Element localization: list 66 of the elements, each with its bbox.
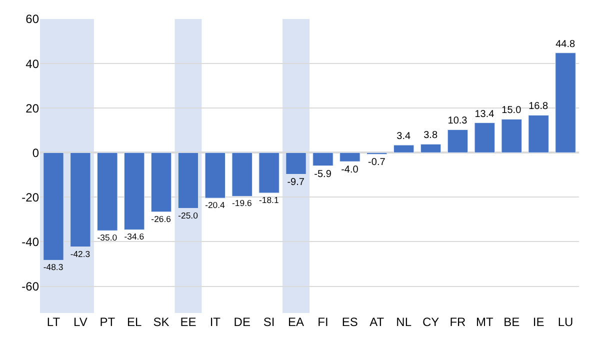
data-label: 44.8 — [556, 38, 576, 50]
x-tick-label: CY — [422, 315, 440, 329]
bar — [150, 152, 172, 212]
y-tick-label: -60 — [22, 279, 40, 294]
bar — [340, 152, 360, 162]
x-tick-label: IE — [532, 315, 544, 329]
data-label: -9.7 — [287, 177, 305, 188]
data-label: -0.7 — [368, 157, 386, 168]
x-tick-label: BE — [504, 315, 520, 329]
bar — [528, 114, 549, 153]
bar — [178, 152, 199, 209]
bar — [70, 152, 91, 248]
x-tick-label: EA — [288, 315, 304, 329]
data-label: 13.4 — [474, 108, 495, 120]
y-tick-label: 40 — [26, 56, 40, 71]
y-tick-label: -20 — [22, 190, 40, 204]
data-label: -48.3 — [43, 262, 64, 272]
x-tick-label: IT — [210, 315, 222, 329]
bar — [312, 152, 334, 166]
bar — [97, 152, 118, 231]
data-label: -34.6 — [124, 232, 144, 242]
bar — [393, 144, 414, 153]
bar — [286, 152, 306, 174]
data-label: -35.0 — [97, 232, 118, 243]
x-tick-label: SI — [263, 315, 275, 329]
data-label: -19.6 — [232, 198, 252, 208]
bar — [43, 152, 64, 260]
bar — [555, 52, 576, 153]
data-label: -18.1 — [258, 194, 279, 205]
x-tick-label: LT — [46, 315, 61, 329]
data-label: 3.4 — [396, 131, 411, 142]
data-label: 16.8 — [528, 101, 549, 112]
x-tick-label: AT — [370, 315, 385, 329]
x-tick-label: SK — [153, 315, 170, 329]
data-label: -26.6 — [151, 214, 172, 224]
data-label: -4.0 — [341, 164, 359, 176]
x-tick-label: MT — [476, 315, 494, 329]
bar — [258, 152, 280, 194]
data-label: 10.3 — [448, 116, 468, 127]
bar — [232, 152, 252, 197]
data-label: -42.3 — [70, 248, 90, 259]
bar — [501, 118, 522, 153]
x-tick-label: EL — [126, 315, 142, 329]
y-tick-label: 0 — [32, 146, 40, 160]
x-tick-label: FR — [450, 315, 466, 329]
x-tick-label: LV — [74, 315, 88, 329]
x-tick-label: PT — [100, 315, 116, 329]
x-tick-label: ES — [342, 315, 358, 329]
bar — [124, 152, 145, 230]
data-label: 15.0 — [502, 105, 522, 116]
x-tick-label: EE — [180, 315, 196, 329]
y-tick-label: 60 — [26, 12, 40, 26]
bar — [204, 152, 226, 198]
x-tick-label: FI — [318, 315, 328, 329]
bar — [447, 129, 468, 153]
data-label: 3.8 — [424, 130, 438, 142]
data-label: -5.9 — [314, 168, 332, 180]
bar — [420, 144, 442, 153]
bar — [474, 122, 496, 153]
x-tick-label: LU — [558, 315, 574, 329]
y-tick-label: 20 — [26, 101, 40, 116]
x-tick-label: DE — [234, 315, 250, 329]
x-tick-label: NL — [396, 315, 412, 329]
data-label: -20.4 — [205, 200, 226, 210]
y-tick-label: -40 — [22, 234, 40, 249]
data-label: -25.0 — [178, 210, 198, 220]
